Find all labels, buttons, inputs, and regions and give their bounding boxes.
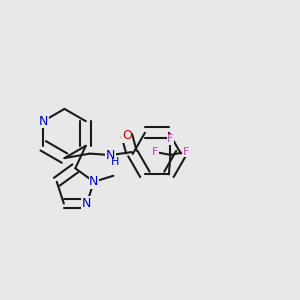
- Text: F: F: [152, 147, 158, 157]
- Text: H: H: [110, 157, 119, 167]
- Text: N: N: [106, 148, 115, 162]
- Text: N: N: [38, 115, 48, 128]
- Text: N: N: [82, 197, 92, 210]
- Text: F: F: [167, 134, 174, 144]
- Text: F: F: [183, 147, 189, 157]
- Text: N: N: [89, 175, 98, 188]
- Text: O: O: [122, 129, 132, 142]
